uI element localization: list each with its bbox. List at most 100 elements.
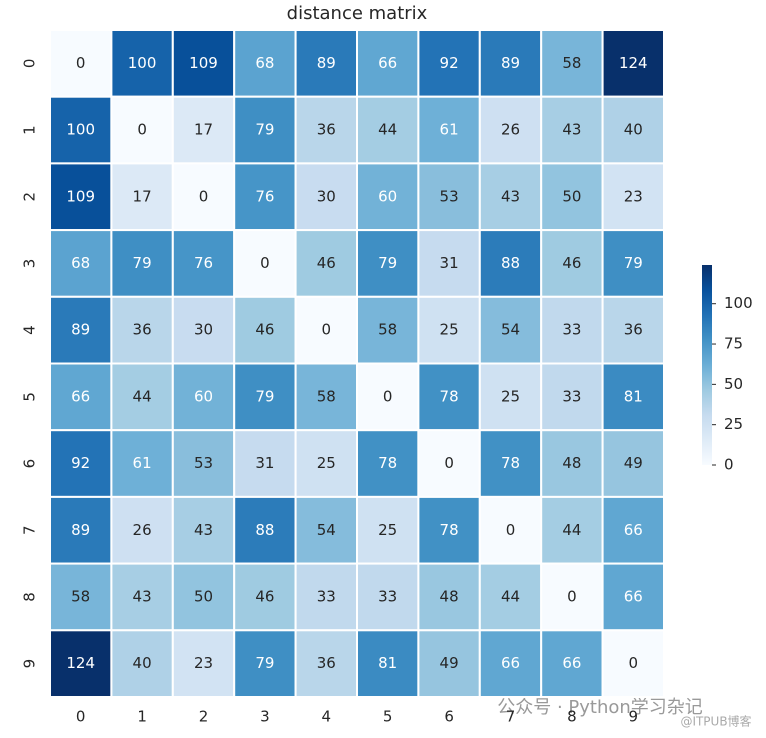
y-tick-label: 0 — [21, 59, 39, 69]
cell-label: 54 — [501, 321, 520, 339]
cell-label: 60 — [194, 387, 213, 405]
cell-label: 58 — [71, 587, 90, 605]
cell-label: 78 — [440, 387, 459, 405]
cell-label: 89 — [501, 54, 520, 72]
cell-label: 25 — [378, 521, 397, 539]
cell-label: 25 — [440, 321, 459, 339]
cell — [601, 295, 665, 365]
cell-label: 40 — [624, 121, 643, 139]
x-tick-label: 3 — [260, 708, 270, 726]
y-tick-label: 9 — [21, 659, 39, 669]
cell — [601, 495, 665, 565]
cell-label: 0 — [629, 654, 639, 672]
cell — [49, 29, 113, 98]
cell-label: 43 — [133, 587, 152, 605]
cell — [356, 95, 420, 165]
cell — [417, 629, 481, 698]
cell — [417, 162, 481, 232]
cell-label: 50 — [562, 187, 581, 205]
cell — [110, 162, 174, 232]
cell-label: 124 — [66, 654, 95, 672]
cell-label: 53 — [440, 187, 459, 205]
y-tick-label: 1 — [21, 125, 39, 135]
cell-label: 0 — [76, 54, 86, 72]
cell-label: 36 — [317, 654, 336, 672]
cell-label: 58 — [562, 54, 581, 72]
cell — [601, 95, 665, 165]
cell-label: 0 — [383, 387, 393, 405]
cell-label: 33 — [562, 321, 581, 339]
cell-label: 78 — [440, 521, 459, 539]
y-tick-label: 8 — [21, 592, 39, 602]
cell-label: 23 — [194, 654, 213, 672]
cell-label: 0 — [260, 254, 270, 272]
cell-label: 54 — [317, 521, 336, 539]
cell-label: 66 — [624, 587, 643, 605]
cell-label: 88 — [501, 254, 520, 272]
cell-label: 36 — [133, 321, 152, 339]
cell — [478, 29, 543, 98]
cell-label: 44 — [501, 587, 520, 605]
cell-label: 109 — [189, 54, 218, 72]
x-tick-label: 6 — [444, 708, 454, 726]
cell-label: 50 — [194, 587, 213, 605]
cell-label: 44 — [378, 121, 397, 139]
cell — [540, 562, 604, 632]
cell-label: 79 — [255, 387, 274, 405]
cell — [478, 495, 543, 565]
cell — [49, 162, 113, 232]
chart-title: distance matrix — [287, 3, 428, 24]
cell — [356, 362, 420, 432]
cell-label: 0 — [567, 587, 577, 605]
x-tick-label: 5 — [383, 708, 393, 726]
cell — [294, 362, 359, 432]
cell-label: 79 — [255, 121, 274, 139]
cell-label: 30 — [194, 321, 213, 339]
cell-label: 43 — [562, 121, 581, 139]
cell-label: 78 — [378, 454, 397, 472]
cell-label: 100 — [66, 121, 95, 139]
cell-label: 0 — [506, 521, 516, 539]
cell-label: 0 — [322, 321, 332, 339]
cell — [356, 629, 420, 698]
cell-label: 36 — [624, 321, 643, 339]
cell — [356, 229, 420, 298]
y-tick-label: 6 — [21, 459, 39, 469]
y-tick-label: 2 — [21, 192, 39, 202]
cell — [110, 95, 174, 165]
cell-label: 25 — [317, 454, 336, 472]
cell-label: 17 — [133, 187, 152, 205]
cell-label: 43 — [194, 521, 213, 539]
cell-label: 79 — [624, 254, 643, 272]
cell-label: 92 — [71, 454, 90, 472]
cell-label: 79 — [255, 654, 274, 672]
cell-label: 60 — [378, 187, 397, 205]
cell — [540, 429, 604, 498]
cell-label: 0 — [444, 454, 454, 472]
x-tick-label: 2 — [199, 708, 209, 726]
cell-label: 81 — [378, 654, 397, 672]
colorbar-tick-label: 50 — [724, 375, 743, 393]
colorbar-tick-label: 75 — [724, 335, 743, 353]
cell — [356, 495, 420, 565]
cell — [417, 295, 481, 365]
cell — [356, 29, 420, 98]
x-tick-label: 4 — [322, 708, 332, 726]
colorbar — [702, 265, 712, 465]
cell — [601, 162, 665, 232]
cell-label: 66 — [624, 521, 643, 539]
cell-label: 25 — [501, 387, 520, 405]
cell-label: 66 — [378, 54, 397, 72]
cell — [171, 629, 236, 698]
cell — [233, 629, 297, 698]
cell-label: 66 — [501, 654, 520, 672]
cell-label: 81 — [624, 387, 643, 405]
cell — [171, 162, 236, 232]
cell-label: 33 — [562, 387, 581, 405]
cell — [540, 629, 604, 698]
y-tick-label: 3 — [21, 259, 39, 269]
cell — [171, 495, 236, 565]
x-tick-label: 0 — [76, 708, 86, 726]
colorbar-tick-label: 0 — [724, 456, 734, 474]
